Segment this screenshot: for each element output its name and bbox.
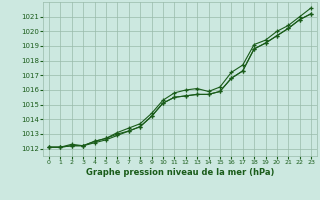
X-axis label: Graphe pression niveau de la mer (hPa): Graphe pression niveau de la mer (hPa) (86, 168, 274, 177)
